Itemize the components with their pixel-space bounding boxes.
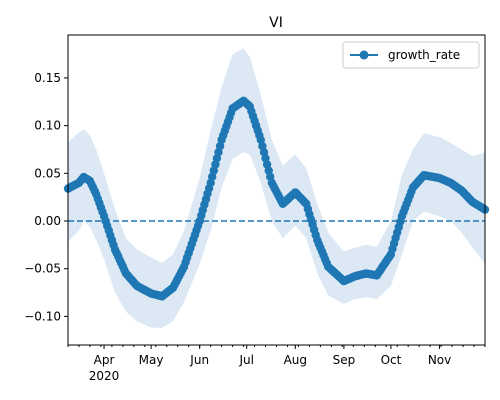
x-tick-label: Nov [428, 353, 451, 367]
y-tick-label: −0.10 [24, 309, 61, 323]
x-tick-label: May [139, 353, 164, 367]
axes: −0.10 −0.05 0.00 0.05 0.10 0.15 Apr 2020 May Jun J… [24, 34, 486, 383]
x-tick-label: Jun [189, 353, 209, 367]
y-tick-label: 0.10 [34, 119, 61, 133]
x-tick-label: Apr [94, 353, 115, 367]
y-tick-label: 0.05 [34, 166, 61, 180]
x-tick-label: Jul [238, 353, 253, 367]
x-tick-year-label: 2020 [89, 369, 120, 383]
x-tick-label: Aug [284, 353, 307, 367]
plot-area [63, 48, 490, 328]
legend-box [342, 41, 480, 69]
legend: growth_rate [342, 41, 480, 69]
y-tick-label: 0.00 [34, 214, 61, 228]
x-tick-label: Oct [381, 353, 402, 367]
series-markers [63, 96, 490, 301]
y-tick-label: −0.05 [24, 262, 61, 276]
legend-marker-icon [359, 50, 369, 60]
x-tick-label: Sep [333, 353, 356, 367]
chart-title: VI [269, 15, 283, 31]
legend-label: growth_rate [388, 48, 460, 62]
y-tick-label: 0.15 [34, 71, 61, 85]
